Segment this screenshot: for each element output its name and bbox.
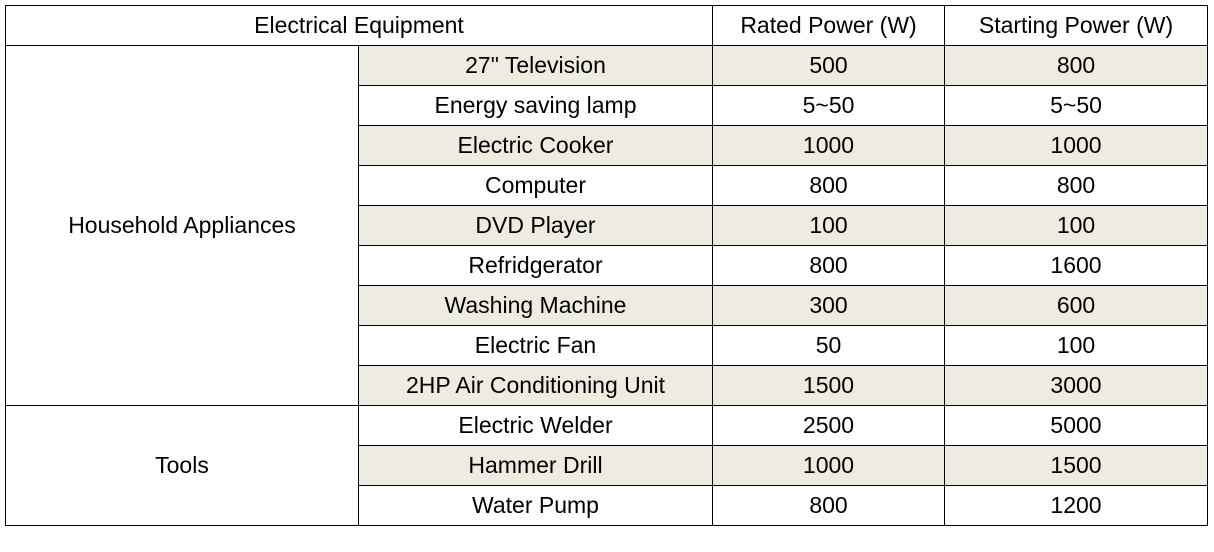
- header-cell: Starting Power (W): [944, 5, 1208, 46]
- power-cell: 50: [712, 325, 945, 366]
- table-row: Electric Cooker 1000 1000: [6, 125, 1208, 166]
- header-row: Electrical Equipment Rated Power (W) Sta…: [5, 5, 1208, 46]
- power-cell: 1500: [712, 365, 945, 406]
- power-cell: 5000: [944, 405, 1208, 446]
- equipment-cell: Computer: [358, 165, 713, 206]
- power-table: Electrical Equipment Rated Power (W) Sta…: [5, 5, 1208, 526]
- power-cell: 600: [944, 285, 1208, 326]
- table-row: Water Pump 800 1200: [6, 485, 1208, 526]
- power-cell: 800: [944, 45, 1208, 86]
- equipment-cell: Water Pump: [358, 485, 713, 526]
- table-row: Tools Electric Welder 2500 5000: [5, 405, 1208, 526]
- equipment-cell: Energy saving lamp: [358, 85, 713, 126]
- header-cell: Electrical Equipment: [5, 5, 713, 46]
- power-cell: 800: [712, 245, 945, 286]
- table-row: DVD Player 100 100: [6, 205, 1208, 246]
- equipment-cell: Electric Cooker: [358, 125, 713, 166]
- table-row: Electric Fan 50 100: [6, 325, 1208, 366]
- power-cell: 1000: [944, 125, 1208, 166]
- table-row: Refridgerator 800 1600: [6, 245, 1208, 286]
- power-cell: 300: [712, 285, 945, 326]
- power-cell: 3000: [944, 365, 1208, 406]
- group-cell: Tools: [5, 405, 359, 526]
- header-cell: Rated Power (W): [712, 5, 945, 46]
- power-cell: 800: [712, 165, 945, 206]
- equipment-cell: Washing Machine: [358, 285, 713, 326]
- power-cell: 5~50: [712, 85, 945, 126]
- table-row: 2HP Air Conditioning Unit 1500 3000: [6, 365, 1208, 406]
- equipment-cell: Electric Welder: [358, 405, 713, 446]
- power-cell: 100: [712, 205, 945, 246]
- power-cell: 1600: [944, 245, 1208, 286]
- equipment-cell: Hammer Drill: [358, 445, 713, 486]
- power-cell: 100: [944, 205, 1208, 246]
- power-cell: 1000: [712, 445, 945, 486]
- power-cell: 1000: [712, 125, 945, 166]
- power-cell: 800: [944, 165, 1208, 206]
- equipment-cell: 27" Television: [358, 45, 713, 86]
- power-cell: 5~50: [944, 85, 1208, 126]
- power-cell: 1500: [944, 445, 1208, 486]
- table-row: Household Appliances 27" Television 500 800: [5, 45, 1208, 406]
- power-cell: 1200: [944, 485, 1208, 526]
- group-cell: Household Appliances: [5, 45, 359, 406]
- equipment-cell: Refridgerator: [358, 245, 713, 286]
- equipment-cell: 2HP Air Conditioning Unit: [358, 365, 713, 406]
- table-row: Hammer Drill 1000 1500: [6, 445, 1208, 486]
- power-cell: 500: [712, 45, 945, 86]
- table-row: Energy saving lamp 5~50 5~50: [6, 85, 1208, 126]
- equipment-cell: Electric Fan: [358, 325, 713, 366]
- power-cell: 800: [712, 485, 945, 526]
- power-cell: 2500: [712, 405, 945, 446]
- table-row: Computer 800 800: [6, 165, 1208, 206]
- equipment-cell: DVD Player: [358, 205, 713, 246]
- power-cell: 100: [944, 325, 1208, 366]
